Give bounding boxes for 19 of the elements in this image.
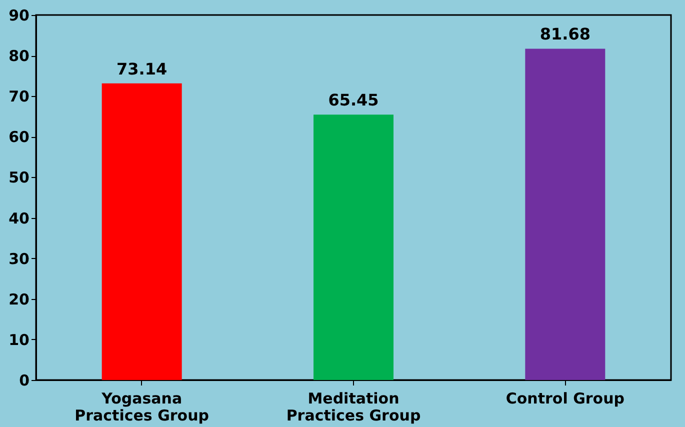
bar [102,83,182,380]
y-tick-label: 80 [8,47,30,66]
data-label: 65.45 [328,90,379,110]
bar [314,114,394,380]
y-tick-label: 70 [8,88,30,106]
y-tick-label: 50 [8,168,30,187]
data-label: 73.14 [116,59,168,78]
y-tick-label: 90 [8,6,30,24]
y-tick-label: 10 [8,330,30,349]
data-label: 81.68 [540,24,590,44]
bar [525,48,606,380]
x-tick-label: Control Group [506,390,625,408]
x-tick-label: Meditation Practices Group [286,390,421,424]
y-tick-label: 20 [8,290,30,308]
x-tick-label: Yogasana Practices Group [74,390,210,424]
y-tick-label: 60 [8,128,30,146]
y-tick-label: 40 [8,209,30,228]
y-tick-label: 0 [19,372,30,390]
y-tick-label: 30 [8,250,30,268]
